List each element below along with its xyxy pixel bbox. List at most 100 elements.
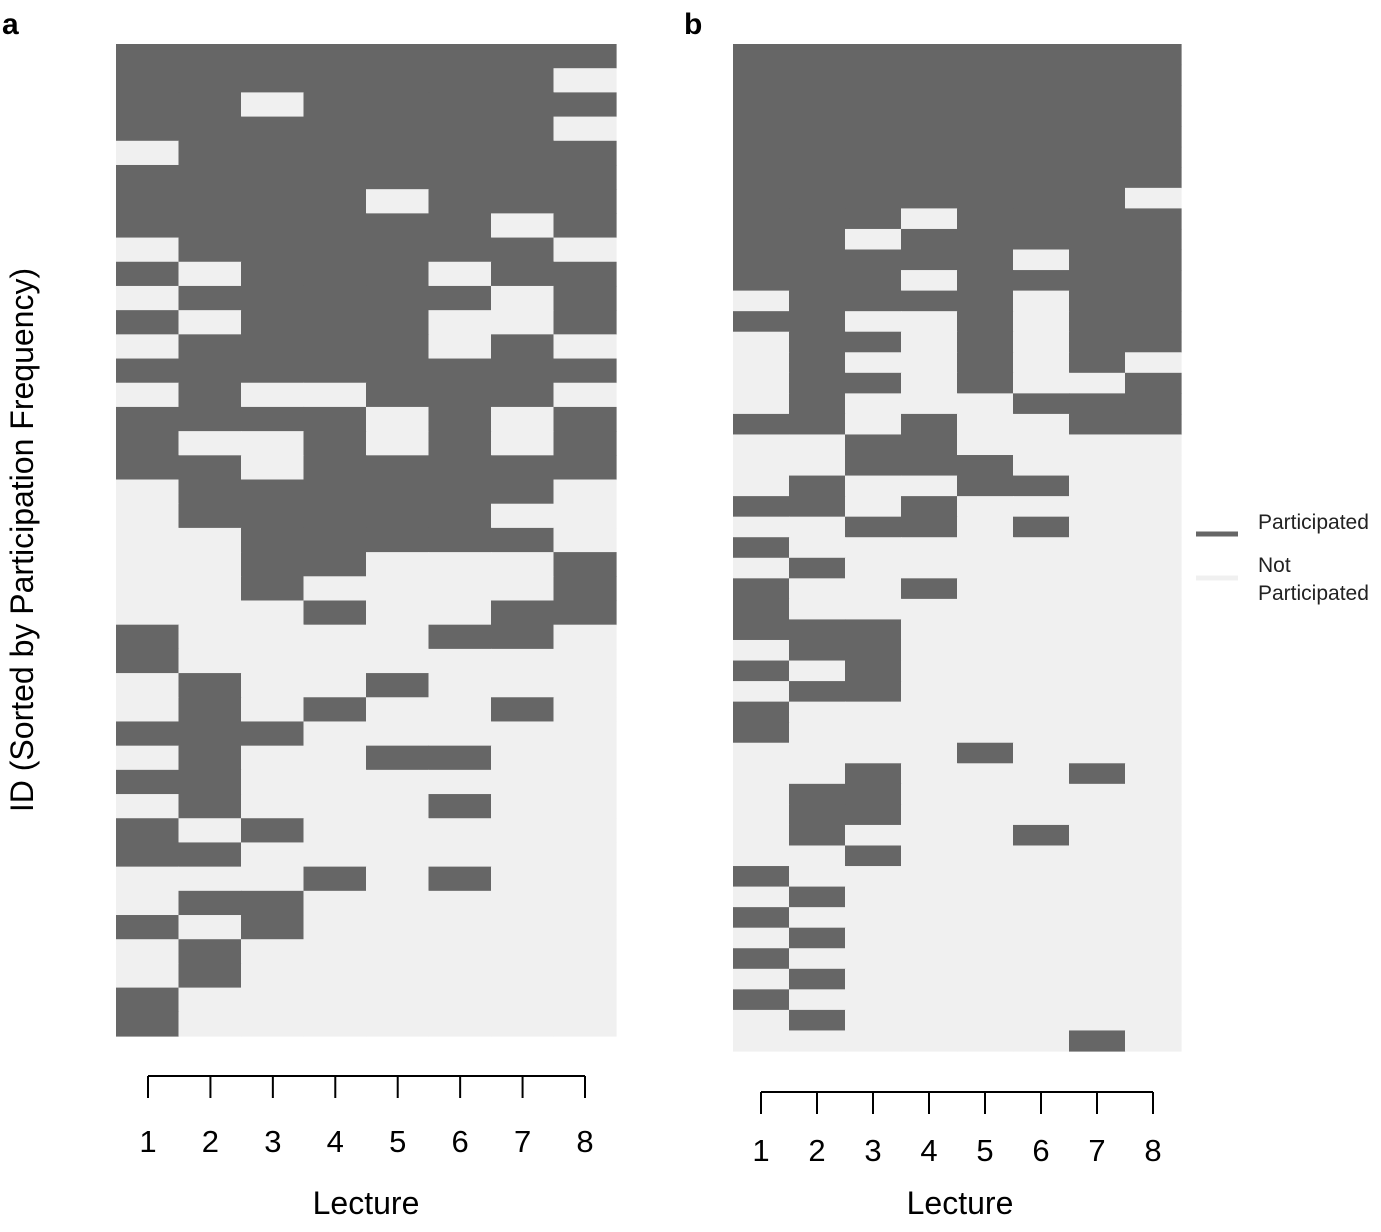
heatmap-cell-b-r12-l8 — [1125, 270, 1182, 292]
heatmap-cell-b-r40-l3 — [845, 845, 902, 867]
heatmap-cell-b-r38-l5 — [957, 804, 1014, 826]
heatmap-cell-b-r47-l6 — [1013, 989, 1070, 1011]
heatmap-cell-a-r4-l4 — [303, 116, 367, 142]
heatmap-cell-a-r39-l2 — [178, 963, 242, 989]
heatmap-cell-b-r37-l6 — [1013, 783, 1070, 805]
heatmap-cell-a-r10-l2 — [178, 261, 242, 287]
heatmap-cell-b-r9-l6 — [1013, 208, 1070, 230]
heatmap-cell-a-r5-l6 — [428, 140, 492, 166]
heatmap-cell-b-r11-l1 — [733, 249, 790, 271]
heatmap-cell-b-r40-l6 — [1013, 845, 1070, 867]
heatmap-cell-a-r24-l7 — [491, 600, 555, 626]
heatmap-cell-a-r1-l5 — [366, 44, 430, 69]
heatmap-cell-b-r27-l5 — [957, 578, 1014, 600]
heatmap-cell-b-r32-l4 — [901, 681, 958, 703]
heatmap-cell-a-r13-l3 — [241, 334, 305, 360]
heatmap-cell-a-r11-l7 — [491, 285, 555, 311]
heatmap-cell-a-r25-l1 — [116, 624, 180, 650]
heatmap-cell-a-r11-l6 — [428, 285, 492, 311]
heatmap-cell-a-r36-l7 — [491, 890, 555, 916]
heatmap-cell-b-r19-l1 — [733, 413, 790, 436]
heatmap-cell-b-r10-l6 — [1013, 228, 1070, 251]
heatmap-cell-b-r29-l7 — [1069, 619, 1126, 641]
heatmap-cell-a-r37-l8 — [553, 915, 617, 940]
heatmap-cell-a-r14-l4 — [303, 358, 367, 384]
heatmap-cell-a-r30-l6 — [428, 745, 492, 771]
heatmap-cell-b-r47-l1 — [733, 989, 790, 1011]
heatmap-cell-a-r10-l8 — [553, 261, 617, 287]
heatmap-cell-a-r7-l7 — [491, 189, 555, 214]
heatmap-cell-a-r7-l2 — [178, 189, 242, 214]
heatmap-cell-a-r23-l5 — [366, 576, 430, 602]
heatmap-cell-a-r28-l2 — [178, 697, 242, 723]
heatmap-cell-a-r28-l6 — [428, 697, 492, 723]
heatmap-cell-a-r25-l4 — [303, 624, 367, 650]
heatmap-cell-b-r28-l6 — [1013, 598, 1070, 621]
heatmap-cell-a-r12-l7 — [491, 310, 555, 335]
heatmap-cell-a-r24-l5 — [366, 600, 430, 626]
heatmap-cell-a-r16-l7 — [491, 406, 555, 432]
heatmap-cell-b-r36-l8 — [1125, 763, 1182, 785]
heatmap-cell-b-r25-l3 — [845, 537, 902, 559]
heatmap-cell-b-r42-l2 — [789, 886, 846, 908]
heatmap-cell-a-r27-l1 — [116, 673, 180, 698]
heatmap-cell-a-r29-l2 — [178, 721, 242, 747]
heatmap-cell-b-r13-l4 — [901, 290, 958, 312]
heatmap-cell-a-r37-l4 — [303, 915, 367, 940]
heatmap-cell-a-r10-l1 — [116, 261, 180, 287]
heatmap-cell-b-r19-l8 — [1125, 413, 1182, 436]
heatmap-cell-b-r41-l1 — [733, 866, 790, 888]
heatmap-cell-b-r30-l2 — [789, 639, 846, 662]
heatmap-cell-a-r28-l7 — [491, 697, 555, 723]
heatmap-cell-a-r27-l6 — [428, 673, 492, 698]
heatmap-cell-b-r30-l1 — [733, 639, 790, 662]
heatmap-cell-b-r5-l4 — [901, 126, 958, 148]
heatmap-cell-b-r21-l3 — [845, 455, 902, 477]
heatmap-cell-a-r27-l5 — [366, 673, 430, 698]
heatmap-cell-b-r9-l4 — [901, 208, 958, 230]
heatmap-cell-b-r7-l7 — [1069, 167, 1126, 189]
heatmap-cell-a-r19-l6 — [428, 479, 492, 505]
heatmap-cell-b-r3-l3 — [845, 85, 902, 107]
heatmap-cell-b-r26-l3 — [845, 557, 902, 579]
x-tick-label-a-7: 7 — [514, 1124, 531, 1159]
heatmap-cell-b-r48-l1 — [733, 1009, 790, 1032]
heatmap-cell-b-r28-l4 — [901, 598, 958, 621]
heatmap-cell-b-r14-l8 — [1125, 311, 1182, 333]
heatmap-cell-b-r21-l4 — [901, 455, 958, 477]
heatmap-cell-b-r13-l5 — [957, 290, 1014, 312]
heatmap-cell-b-r38-l2 — [789, 804, 846, 826]
heatmap-cell-a-r8-l8 — [553, 213, 617, 239]
heatmap-cell-a-r9-l7 — [491, 237, 555, 263]
heatmap-cell-b-r21-l2 — [789, 455, 846, 477]
heatmap-cell-a-r1-l6 — [428, 44, 492, 69]
heatmap-cell-a-r5-l8 — [553, 140, 617, 166]
heatmap-cell-a-r29-l4 — [303, 721, 367, 747]
heatmap-cell-a-r5-l4 — [303, 140, 367, 166]
heatmap-cell-a-r20-l7 — [491, 503, 555, 529]
heatmap-cell-b-r11-l8 — [1125, 249, 1182, 271]
heatmap-cell-a-r35-l7 — [491, 866, 555, 892]
heatmap-cell-b-r10-l4 — [901, 228, 958, 251]
heatmap-cell-b-r1-l1 — [733, 44, 790, 66]
heatmap-cell-a-r19-l2 — [178, 479, 242, 505]
heatmap-cell-b-r44-l8 — [1125, 927, 1182, 949]
heatmap-cell-b-r15-l8 — [1125, 331, 1182, 353]
heatmap-cell-b-r17-l5 — [957, 372, 1014, 394]
heatmap-cell-a-r2-l8 — [553, 68, 617, 93]
heatmap-cell-b-r4-l2 — [789, 105, 846, 127]
heatmap-cell-a-r6-l3 — [241, 164, 305, 190]
heatmap-cell-a-r32-l4 — [303, 794, 367, 819]
heatmap-cell-b-r28-l5 — [957, 598, 1014, 621]
heatmap-cell-a-r35-l6 — [428, 866, 492, 892]
heatmap-cell-a-r23-l4 — [303, 576, 367, 602]
heatmap-cell-b-r41-l2 — [789, 866, 846, 888]
heatmap-cell-a-r8-l3 — [241, 213, 305, 239]
heatmap-cell-b-r34-l1 — [733, 722, 790, 744]
panel-b: 1 2 3 4 5 6 7 8 Lecture — [733, 44, 1182, 1221]
heatmap-cell-a-r3-l2 — [178, 92, 242, 118]
heatmap-cell-a-r16-l8 — [553, 406, 617, 432]
heatmap-cell-b-r42-l1 — [733, 886, 790, 908]
heatmap-cell-b-r7-l4 — [901, 167, 958, 189]
